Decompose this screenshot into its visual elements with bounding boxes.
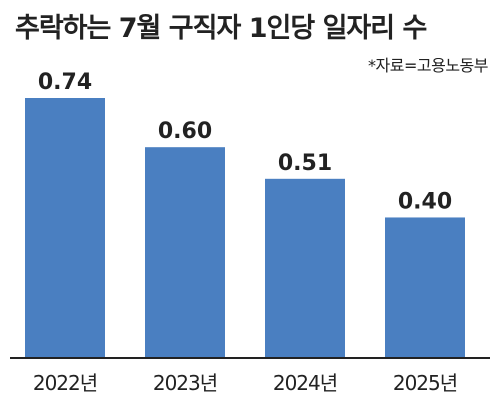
value-label: 0.51 bbox=[278, 151, 332, 176]
x-tick-label: 2024년 bbox=[273, 371, 337, 395]
x-tick-label: 2025년 bbox=[393, 371, 457, 395]
bar-2024년 bbox=[265, 178, 345, 358]
value-label-group: 0.74 0.60 0.51 0.40 bbox=[38, 70, 452, 214]
x-tick-label: 2023년 bbox=[153, 371, 217, 395]
source-note: *자료=고용노동부 bbox=[368, 56, 488, 75]
tick-label-group: 2022년 2023년 2024년 2025년 bbox=[33, 371, 458, 395]
value-label: 0.60 bbox=[158, 119, 212, 144]
value-label: 0.40 bbox=[398, 189, 452, 214]
chart-title: 추락하는 7월 구직자 1인당 일자리 수 bbox=[15, 13, 427, 44]
x-tick-label: 2022년 bbox=[33, 371, 97, 395]
bar-2023년 bbox=[145, 147, 225, 358]
value-label: 0.74 bbox=[38, 70, 92, 95]
bar-group bbox=[25, 98, 465, 358]
bar-2025년 bbox=[385, 217, 465, 358]
bar-2022년 bbox=[25, 98, 105, 358]
